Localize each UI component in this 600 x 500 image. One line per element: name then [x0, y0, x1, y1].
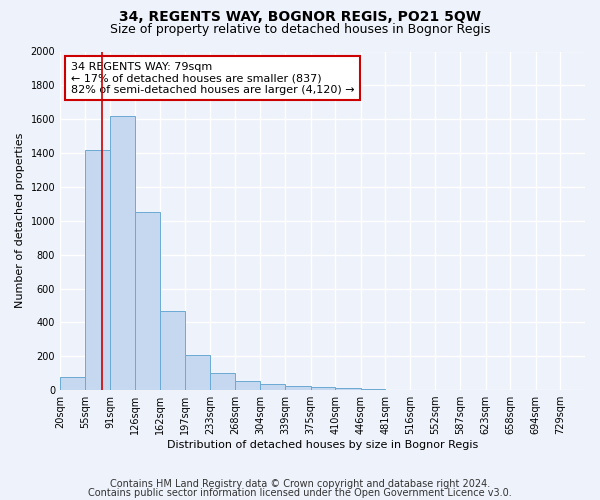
- Bar: [135, 212, 160, 390]
- Bar: [160, 310, 185, 390]
- Bar: [110, 116, 135, 390]
- Text: Contains HM Land Registry data © Crown copyright and database right 2024.: Contains HM Land Registry data © Crown c…: [110, 479, 490, 489]
- Bar: [211, 373, 235, 390]
- Bar: [361, 389, 385, 390]
- Bar: [60, 378, 85, 390]
- Bar: [185, 356, 211, 390]
- X-axis label: Distribution of detached houses by size in Bognor Regis: Distribution of detached houses by size …: [167, 440, 478, 450]
- Text: 34 REGENTS WAY: 79sqm
← 17% of detached houses are smaller (837)
82% of semi-det: 34 REGENTS WAY: 79sqm ← 17% of detached …: [71, 62, 354, 95]
- Y-axis label: Number of detached properties: Number of detached properties: [15, 133, 25, 308]
- Bar: [260, 384, 285, 390]
- Text: Contains public sector information licensed under the Open Government Licence v3: Contains public sector information licen…: [88, 488, 512, 498]
- Bar: [335, 388, 361, 390]
- Bar: [235, 381, 260, 390]
- Text: 34, REGENTS WAY, BOGNOR REGIS, PO21 5QW: 34, REGENTS WAY, BOGNOR REGIS, PO21 5QW: [119, 10, 481, 24]
- Bar: [285, 386, 311, 390]
- Bar: [311, 386, 335, 390]
- Text: Size of property relative to detached houses in Bognor Regis: Size of property relative to detached ho…: [110, 22, 490, 36]
- Bar: [85, 150, 110, 390]
